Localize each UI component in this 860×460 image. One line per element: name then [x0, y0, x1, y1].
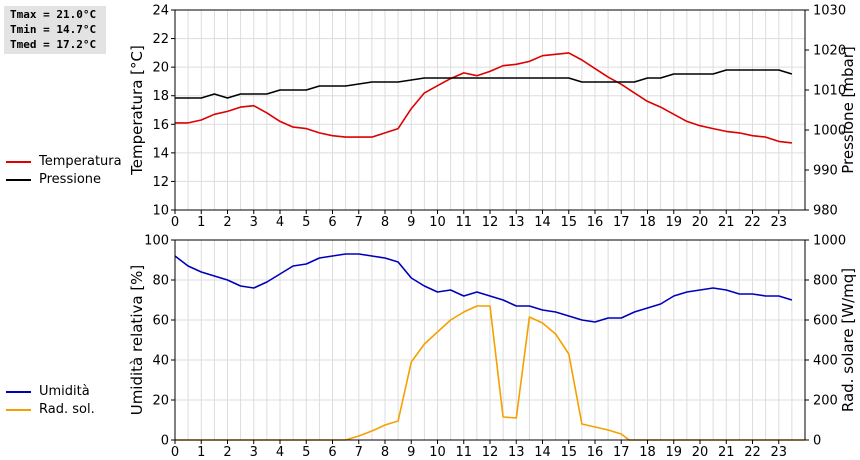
x-tick-label: 15	[560, 445, 577, 460]
x-tick-label: 9	[407, 215, 415, 230]
tmed-label: Tmed = 17.2°C	[10, 38, 97, 51]
x-tick-label: 16	[587, 215, 604, 230]
y-right-tick-label: 1020	[813, 44, 846, 59]
y-right-tick-label: 600	[813, 314, 838, 329]
y-left-tick-label: 22	[152, 32, 169, 47]
legend-swatch-umidita	[6, 391, 31, 393]
y-right-tick-label: 400	[813, 354, 838, 369]
x-tick-label: 5	[302, 445, 310, 460]
x-tick-label: 12	[482, 215, 499, 230]
x-tick-label: 2	[223, 445, 231, 460]
legend-label-umidita: Umidità	[39, 384, 90, 399]
x-tick-label: 21	[718, 445, 735, 460]
x-tick-label: 18	[639, 215, 656, 230]
x-tick-label: 3	[250, 445, 258, 460]
x-tick-label: 17	[613, 445, 630, 460]
series-line-pressione	[175, 69, 793, 99]
x-tick-label: 11	[455, 215, 472, 230]
series-line-temperatura	[175, 52, 792, 144]
x-tick-label: 4	[276, 215, 284, 230]
x-tick-label: 10	[429, 445, 446, 460]
x-tick-label: 4	[276, 445, 284, 460]
x-tick-label: 8	[381, 445, 389, 460]
x-tick-label: 23	[770, 445, 787, 460]
x-tick-label: 23	[770, 215, 787, 230]
legend-label-pressione: Pressione	[39, 172, 102, 187]
legend-swatch-rad-sol	[6, 409, 31, 411]
x-tick-label: 15	[560, 215, 577, 230]
y-left-tick-label: 100	[144, 234, 169, 249]
x-tick-label: 21	[718, 215, 735, 230]
series-line-umidita	[174, 253, 793, 323]
y-left-tick-label: 80	[152, 274, 169, 289]
x-tick-label: 0	[171, 215, 179, 230]
x-tick-label: 3	[250, 215, 258, 230]
x-tick-label: 20	[692, 215, 709, 230]
x-tick-label: 14	[534, 445, 551, 460]
legend-label-rad-sol: Rad. sol.	[39, 402, 95, 417]
x-tick-label: 7	[355, 215, 363, 230]
x-tick-label: 22	[744, 215, 761, 230]
legend-swatch-pressione	[6, 179, 31, 181]
tmax-label: Tmax = 21.0°C	[10, 8, 97, 21]
x-tick-label: 13	[508, 445, 525, 460]
y-right-tick-label: 1030	[813, 4, 846, 19]
y-left-axis-title: Umidità relativa [%]	[128, 265, 146, 416]
x-tick-label: 19	[665, 445, 682, 460]
y-left-tick-label: 12	[152, 175, 169, 190]
y-left-tick-label: 14	[152, 146, 169, 161]
chart-humidity-radiation: 0 1 2 3 4 5 6 7 8 9 10 11 12 13 14 15 16 17 18 19 20 21 22 2302…	[128, 234, 857, 460]
x-tick-label: 16	[587, 445, 604, 460]
grid	[175, 239, 805, 441]
tmin-label: Tmin = 14.7°C	[10, 23, 97, 36]
x-tick-label: 20	[692, 445, 709, 460]
y-right-tick-label: 990	[813, 164, 838, 179]
x-tick-label: 12	[482, 445, 499, 460]
x-tick-label: 6	[328, 445, 336, 460]
x-tick-label: 17	[613, 215, 630, 230]
x-tick-label: 22	[744, 445, 761, 460]
y-left-tick-label: 10	[152, 204, 169, 219]
x-tick-label: 9	[407, 445, 415, 460]
y-left-tick-label: 20	[152, 394, 169, 409]
x-tick-label: 1	[197, 445, 205, 460]
x-tick-label: 18	[639, 445, 656, 460]
y-left-tick-label: 16	[152, 118, 169, 133]
y-right-tick-label: 1000	[813, 234, 846, 249]
x-tick-label: 0	[171, 445, 179, 460]
y-right-tick-label: 800	[813, 274, 838, 289]
x-tick-label: 10	[429, 215, 446, 230]
grid	[175, 9, 805, 211]
x-tick-label: 14	[534, 215, 551, 230]
y-right-tick-label: 1000	[813, 124, 846, 139]
y-right-axis-title: Rad. solare [W/mq]	[839, 268, 857, 412]
chart-temperature-pressure: 0 1 2 3 4 5 6 7 8 9 10 11 12 13 14 15 16 17 18 19 20 21 22 2310…	[128, 4, 857, 231]
y-right-tick-label: 200	[813, 394, 838, 409]
y-left-tick-label: 24	[152, 4, 169, 19]
x-tick-label: 6	[328, 215, 336, 230]
y-right-axis-title: Pressione [mbar]	[839, 46, 857, 174]
x-tick-label: 5	[302, 215, 310, 230]
series-line-rad-sol	[175, 305, 805, 441]
x-tick-label: 7	[355, 445, 363, 460]
y-right-tick-label: 1010	[813, 84, 846, 99]
y-left-tick-label: 20	[152, 61, 169, 76]
x-tick-label: 8	[381, 215, 389, 230]
y-left-tick-label: 0	[161, 434, 169, 449]
x-tick-label: 13	[508, 215, 525, 230]
y-right-tick-label: 0	[813, 434, 821, 449]
x-tick-label: 2	[223, 215, 231, 230]
x-tick-label: 19	[665, 215, 682, 230]
y-left-tick-label: 60	[152, 314, 169, 329]
legend-swatch-temperatura	[6, 161, 31, 163]
x-tick-label: 1	[197, 215, 205, 230]
y-right-tick-label: 980	[813, 204, 838, 219]
stats-box: Tmax = 21.0°C Tmin = 14.7°C Tmed = 17.2°…	[4, 6, 106, 54]
y-left-tick-label: 18	[152, 89, 169, 104]
x-tick-label: 11	[455, 445, 472, 460]
y-left-axis-title: Temperatura [°C]	[128, 45, 146, 176]
legend-label-temperatura: Temperatura	[39, 154, 122, 169]
y-left-tick-label: 40	[152, 354, 169, 369]
